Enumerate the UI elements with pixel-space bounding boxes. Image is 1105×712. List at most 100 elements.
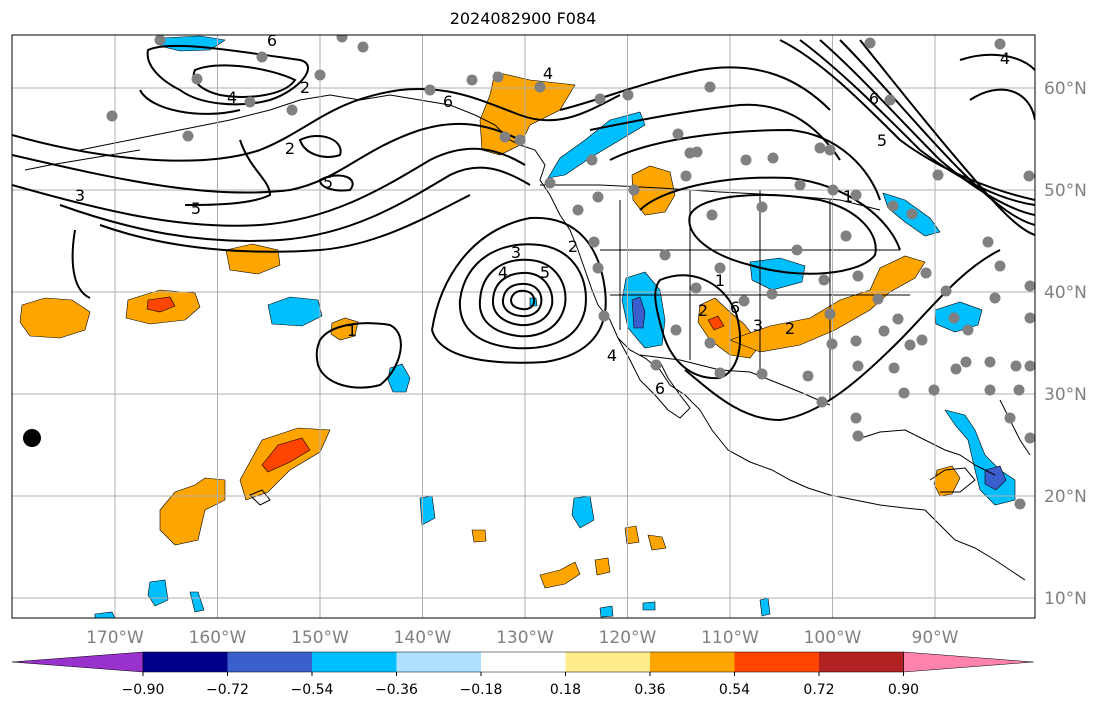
station-marker: [594, 93, 606, 105]
station-marker: [424, 84, 436, 96]
station-marker: [659, 249, 671, 261]
latitude-label: 20°N: [1044, 487, 1087, 507]
contour-line: [298, 135, 342, 158]
colorbar-tick-label: −0.72: [206, 682, 249, 698]
negative-anomaly-region: [419, 495, 436, 526]
positive-anomaly-region: [539, 561, 581, 589]
station-marker: [791, 244, 803, 256]
contour-label: 2: [785, 319, 795, 338]
colorbar-bin: [819, 652, 904, 672]
contour-label: 1: [715, 271, 725, 290]
map-frame: [11, 34, 1036, 619]
station-marker: [994, 260, 1006, 272]
negative-anomaly-region: [599, 605, 614, 618]
station-marker: [182, 130, 194, 142]
positive-anomaly-region: [729, 255, 926, 353]
station-marker: [827, 184, 839, 196]
contour-line: [99, 194, 471, 253]
station-marker: [982, 236, 994, 248]
station-marker: [691, 146, 703, 158]
contour-line: [318, 174, 354, 192]
station-marker: [818, 274, 830, 286]
colorbar-bin: [565, 652, 650, 672]
longitude-label: 140°W: [394, 628, 452, 648]
longitude-labels: 170°W 160°W 150°W 140°W 130°W 120°W 110°W 100°W…: [86, 628, 959, 648]
colorbar-frame: [142, 651, 904, 673]
positive-anomaly-region: [647, 534, 667, 551]
station-marker: [1024, 280, 1035, 292]
latitude-label: 50°N: [1044, 181, 1087, 201]
latitude-label: 60°N: [1044, 79, 1087, 99]
longitude-label: 120°W: [599, 628, 657, 648]
contour-line: [859, 39, 1035, 236]
contour-label: 6: [267, 31, 277, 50]
negative-anomaly-region: [631, 296, 646, 329]
station-marker: [622, 89, 634, 101]
contour-line: [71, 229, 91, 299]
central-america: [924, 509, 1026, 581]
positive-anomaly-region: [707, 315, 725, 331]
station-marker: [852, 360, 864, 372]
us-canada-border: [540, 184, 881, 211]
latitude-label: 30°N: [1044, 385, 1087, 405]
station-marker: [892, 313, 904, 325]
aleutian-chain: [24, 149, 141, 171]
station-marker: [840, 230, 852, 242]
positive-anomaly-region: [159, 477, 226, 546]
contour-line: [315, 322, 402, 389]
colorbar-tick-label: −0.54: [291, 682, 334, 698]
contour-line: [12, 88, 621, 162]
longitude-label: 130°W: [496, 628, 554, 648]
colorbar-tick-label: −0.90: [122, 682, 165, 698]
yucatan: [929, 467, 976, 493]
contour-label: 4: [543, 64, 553, 83]
colorbar-tick-label: 0.18: [550, 682, 581, 698]
colorbar-bin: [650, 652, 735, 672]
contour-label: 3: [75, 186, 85, 205]
contour-line: [458, 243, 587, 350]
station-marker: [989, 292, 1001, 304]
contour-label: 2: [300, 78, 310, 97]
negative-anomaly-region: [267, 296, 323, 327]
station-marker: [314, 69, 326, 81]
contour-line: [639, 176, 901, 251]
contour-label: 5: [540, 263, 550, 282]
positive-anomaly-region: [19, 297, 91, 339]
contour-label: 4: [227, 88, 237, 107]
map-title: 2024082900 F084: [449, 9, 597, 28]
colorbar-bin: [734, 652, 819, 672]
station-marker: [286, 104, 298, 116]
station-marker: [244, 96, 256, 108]
station-marker: [1024, 312, 1035, 324]
station-marker: [984, 384, 996, 396]
station-marker: [852, 430, 864, 442]
longitude-label: 100°W: [804, 628, 862, 648]
colorbar-over-extension: [903, 651, 1034, 673]
station-marker: [852, 270, 864, 282]
colorbar-bin: [481, 652, 566, 672]
contour-label: 1: [843, 187, 853, 206]
station-marker: [357, 41, 369, 53]
station-marker: [850, 412, 862, 424]
station-marker: [816, 396, 828, 408]
contour-label: 4: [607, 346, 617, 365]
station-marker: [916, 334, 928, 346]
station-marker: [887, 200, 899, 212]
station-marker: [994, 38, 1006, 50]
contour-line: [819, 39, 1035, 216]
florida: [999, 399, 1031, 456]
negative-anomaly-region: [749, 257, 806, 291]
station-marker: [680, 170, 692, 182]
station-marker: [928, 384, 940, 396]
station-marker: [704, 81, 716, 93]
station-marker: [738, 295, 750, 307]
station-marker: [826, 338, 838, 350]
station-marker: [766, 288, 778, 300]
station-marker: [628, 184, 640, 196]
station-marker: [704, 337, 716, 349]
gridlines: [12, 35, 1035, 618]
station-marker: [690, 282, 702, 294]
station-marker: [960, 356, 972, 368]
hawaii-island: [249, 489, 271, 506]
